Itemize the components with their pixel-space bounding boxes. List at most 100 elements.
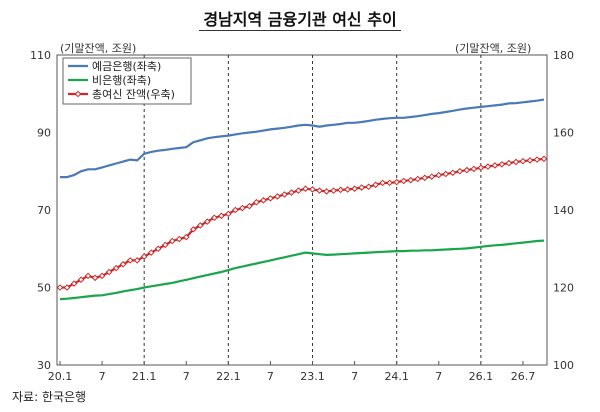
y-left-tick-0: 30 <box>37 359 51 372</box>
series-2-point-9 <box>119 260 127 268</box>
series-2-point-38 <box>323 188 330 195</box>
series-2-point-14 <box>154 245 162 253</box>
legend-label-2: 총여신 잔액(우축) <box>92 88 175 101</box>
series-2-point-2 <box>70 280 78 287</box>
series-2-point-8 <box>112 264 120 272</box>
series-2-point-45 <box>372 181 379 189</box>
series-2-point-29 <box>260 197 267 204</box>
x-tick-11: 26.7 <box>511 370 536 383</box>
series-2-point-1 <box>63 284 71 291</box>
series-2-point-51 <box>414 175 422 183</box>
series-2-point-34 <box>295 187 302 194</box>
series-2-point-31 <box>274 193 281 200</box>
series-2-point-20 <box>196 222 204 229</box>
x-tick-1: 7 <box>99 370 106 383</box>
right-y-axis: 100 120 140 160 180 <box>553 49 574 372</box>
series-2-point-28 <box>253 198 260 206</box>
series-2-point-60 <box>477 164 485 172</box>
series-2-point-46 <box>379 179 386 187</box>
x-tick-0: 20.1 <box>48 370 73 383</box>
series-2-point-67 <box>526 157 534 164</box>
series-2-point-44 <box>365 183 372 191</box>
x-tick-4: 22.1 <box>216 370 241 383</box>
x-tick-9: 7 <box>435 370 442 383</box>
series-2-point-53 <box>428 173 436 180</box>
series-2-point-50 <box>407 176 415 184</box>
series-2-point-41 <box>344 186 351 193</box>
series-2-point-47 <box>386 179 393 187</box>
series-2-point-65 <box>512 158 520 166</box>
x-tick-10: 26.1 <box>469 370 494 383</box>
legend-marker-2 <box>74 90 82 98</box>
x-axis: 20.1 7 21.1 7 22.1 7 23.1 7 24.1 7 26.1 26.7 <box>48 361 535 383</box>
legend-label-1: 비은행(좌축) <box>92 74 151 87</box>
series-2-point-62 <box>491 162 499 169</box>
x-tick-6: 23.1 <box>300 370 325 383</box>
right-axis-unit: (기말잔액, 조원) <box>455 42 532 55</box>
series-2-point-69 <box>540 155 548 163</box>
series-2-point-52 <box>421 174 429 182</box>
series-2-point-61 <box>484 163 492 170</box>
series-2-point-17 <box>175 235 183 243</box>
series-2-point-64 <box>505 159 513 167</box>
series-2-point-0 <box>56 284 64 291</box>
series-2-point-25 <box>232 206 239 214</box>
y-left-tick-3: 90 <box>37 127 51 140</box>
series-2-point-37 <box>316 187 323 194</box>
series-2-point-32 <box>281 191 288 198</box>
series-2-point-68 <box>533 156 541 163</box>
series-2-point-13 <box>147 249 155 256</box>
series-2-point-11 <box>133 257 141 264</box>
series-2-point-43 <box>358 184 365 191</box>
series-2-point-57 <box>456 167 464 175</box>
series-2-point-27 <box>246 202 253 210</box>
x-tick-8: 24.1 <box>384 370 409 383</box>
series-2-point-55 <box>442 170 450 178</box>
series-2-point-22 <box>211 214 218 222</box>
series-line-1 <box>59 239 545 301</box>
x-tick-2: 21.1 <box>132 370 157 383</box>
y-right-tick-2: 140 <box>553 204 574 217</box>
y-left-tick-4: 110 <box>30 49 51 62</box>
series-2-point-6 <box>98 272 106 280</box>
series-2-point-15 <box>161 241 169 249</box>
series-2-point-66 <box>519 157 527 165</box>
x-tick-3: 7 <box>183 370 190 383</box>
series-2-point-19 <box>189 226 197 233</box>
series-2-point-58 <box>463 166 471 174</box>
series-2-point-23 <box>218 212 225 220</box>
chart-title: 경남지역 금융기관 여신 추이 <box>0 6 600 31</box>
series-2-point-12 <box>140 253 148 260</box>
series-2-point-39 <box>330 187 337 194</box>
series-2-point-4 <box>84 272 92 280</box>
y-right-tick-3: 160 <box>553 127 574 140</box>
series-2-point-33 <box>288 189 295 196</box>
x-tick-7: 7 <box>351 370 358 383</box>
series-2-point-21 <box>203 218 211 225</box>
y-left-tick-2: 70 <box>37 204 51 217</box>
y-right-tick-0: 100 <box>553 359 574 372</box>
y-right-tick-1: 120 <box>553 282 574 295</box>
series-2-point-7 <box>105 268 113 276</box>
left-axis-unit: (기말잔액, 조원) <box>60 42 137 55</box>
series-2-point-3 <box>77 276 85 284</box>
series-line-2 <box>60 157 545 289</box>
series-2-point-26 <box>239 204 246 212</box>
x-tick-5: 7 <box>267 370 274 383</box>
left-y-axis: 30 50 70 90 110 <box>30 49 51 372</box>
series-2-point-10 <box>126 257 134 264</box>
series-markers-2 <box>56 155 548 291</box>
series-2-point-30 <box>267 195 274 202</box>
series-2-point-49 <box>400 177 408 185</box>
plot-area <box>56 54 548 366</box>
series-2-point-40 <box>337 186 344 194</box>
y-left-tick-1: 50 <box>37 282 51 295</box>
series-2-point-59 <box>470 165 478 173</box>
series-2-point-42 <box>351 185 358 192</box>
series-2-point-54 <box>435 171 443 179</box>
y-right-tick-4: 180 <box>553 49 574 62</box>
legend: 예금은행(좌축)비은행(좌축)총여신 잔액(우축) <box>62 57 192 105</box>
series-layer <box>56 98 548 301</box>
series-2-point-18 <box>182 233 190 241</box>
series-2-point-56 <box>449 169 457 177</box>
